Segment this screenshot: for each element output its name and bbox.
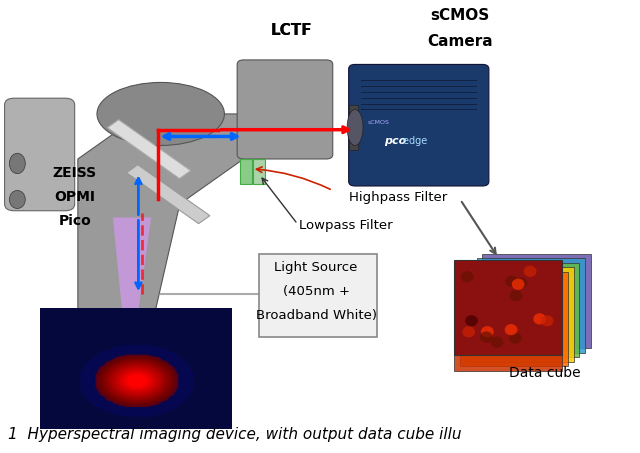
Text: LCTF: LCTF: [271, 23, 312, 38]
FancyBboxPatch shape: [259, 254, 378, 337]
Text: Camera: Camera: [428, 34, 493, 48]
Ellipse shape: [504, 264, 516, 275]
FancyBboxPatch shape: [465, 267, 573, 361]
FancyBboxPatch shape: [253, 159, 264, 184]
Text: pco: pco: [384, 136, 406, 146]
Text: (405nm +: (405nm +: [283, 285, 349, 298]
Ellipse shape: [502, 318, 515, 328]
FancyBboxPatch shape: [454, 276, 562, 371]
FancyBboxPatch shape: [483, 254, 591, 348]
FancyBboxPatch shape: [4, 98, 75, 211]
Text: ZEISS: ZEISS: [52, 166, 97, 180]
Ellipse shape: [499, 296, 511, 307]
Text: Lowpass Filter: Lowpass Filter: [299, 219, 392, 232]
Bar: [349, 105, 358, 150]
Ellipse shape: [464, 274, 477, 285]
Text: LCTF: LCTF: [271, 23, 312, 38]
Polygon shape: [78, 114, 244, 371]
FancyBboxPatch shape: [237, 60, 333, 159]
Ellipse shape: [347, 110, 363, 145]
FancyBboxPatch shape: [460, 271, 568, 366]
Ellipse shape: [488, 301, 500, 313]
Text: .edge: .edge: [399, 136, 427, 146]
FancyBboxPatch shape: [349, 64, 489, 186]
Text: OPMI: OPMI: [54, 190, 95, 204]
Ellipse shape: [97, 82, 225, 145]
Polygon shape: [113, 217, 151, 380]
Ellipse shape: [528, 330, 540, 341]
Ellipse shape: [472, 269, 485, 280]
Ellipse shape: [10, 153, 26, 173]
Ellipse shape: [467, 313, 479, 324]
Ellipse shape: [484, 326, 497, 337]
Ellipse shape: [547, 342, 559, 353]
Text: Broadband White): Broadband White): [255, 309, 377, 322]
Ellipse shape: [536, 284, 549, 295]
Text: Pico: Pico: [58, 214, 91, 228]
Ellipse shape: [457, 289, 469, 300]
Ellipse shape: [493, 327, 506, 338]
FancyBboxPatch shape: [127, 165, 210, 224]
Text: sCMOS: sCMOS: [431, 8, 490, 23]
Text: sCMOS: sCMOS: [368, 120, 390, 125]
Ellipse shape: [486, 274, 499, 285]
Text: Highpass Filter: Highpass Filter: [349, 191, 447, 204]
FancyBboxPatch shape: [471, 263, 579, 357]
FancyBboxPatch shape: [108, 120, 191, 178]
FancyBboxPatch shape: [241, 159, 252, 184]
Text: 1  Hyperspectral imaging device, with output data cube illu: 1 Hyperspectral imaging device, with out…: [8, 427, 461, 442]
Ellipse shape: [535, 288, 548, 299]
FancyBboxPatch shape: [477, 258, 585, 352]
Text: Data cube: Data cube: [509, 366, 580, 380]
Ellipse shape: [10, 190, 26, 208]
Text: Light Source: Light Source: [275, 261, 358, 275]
FancyBboxPatch shape: [454, 260, 562, 355]
